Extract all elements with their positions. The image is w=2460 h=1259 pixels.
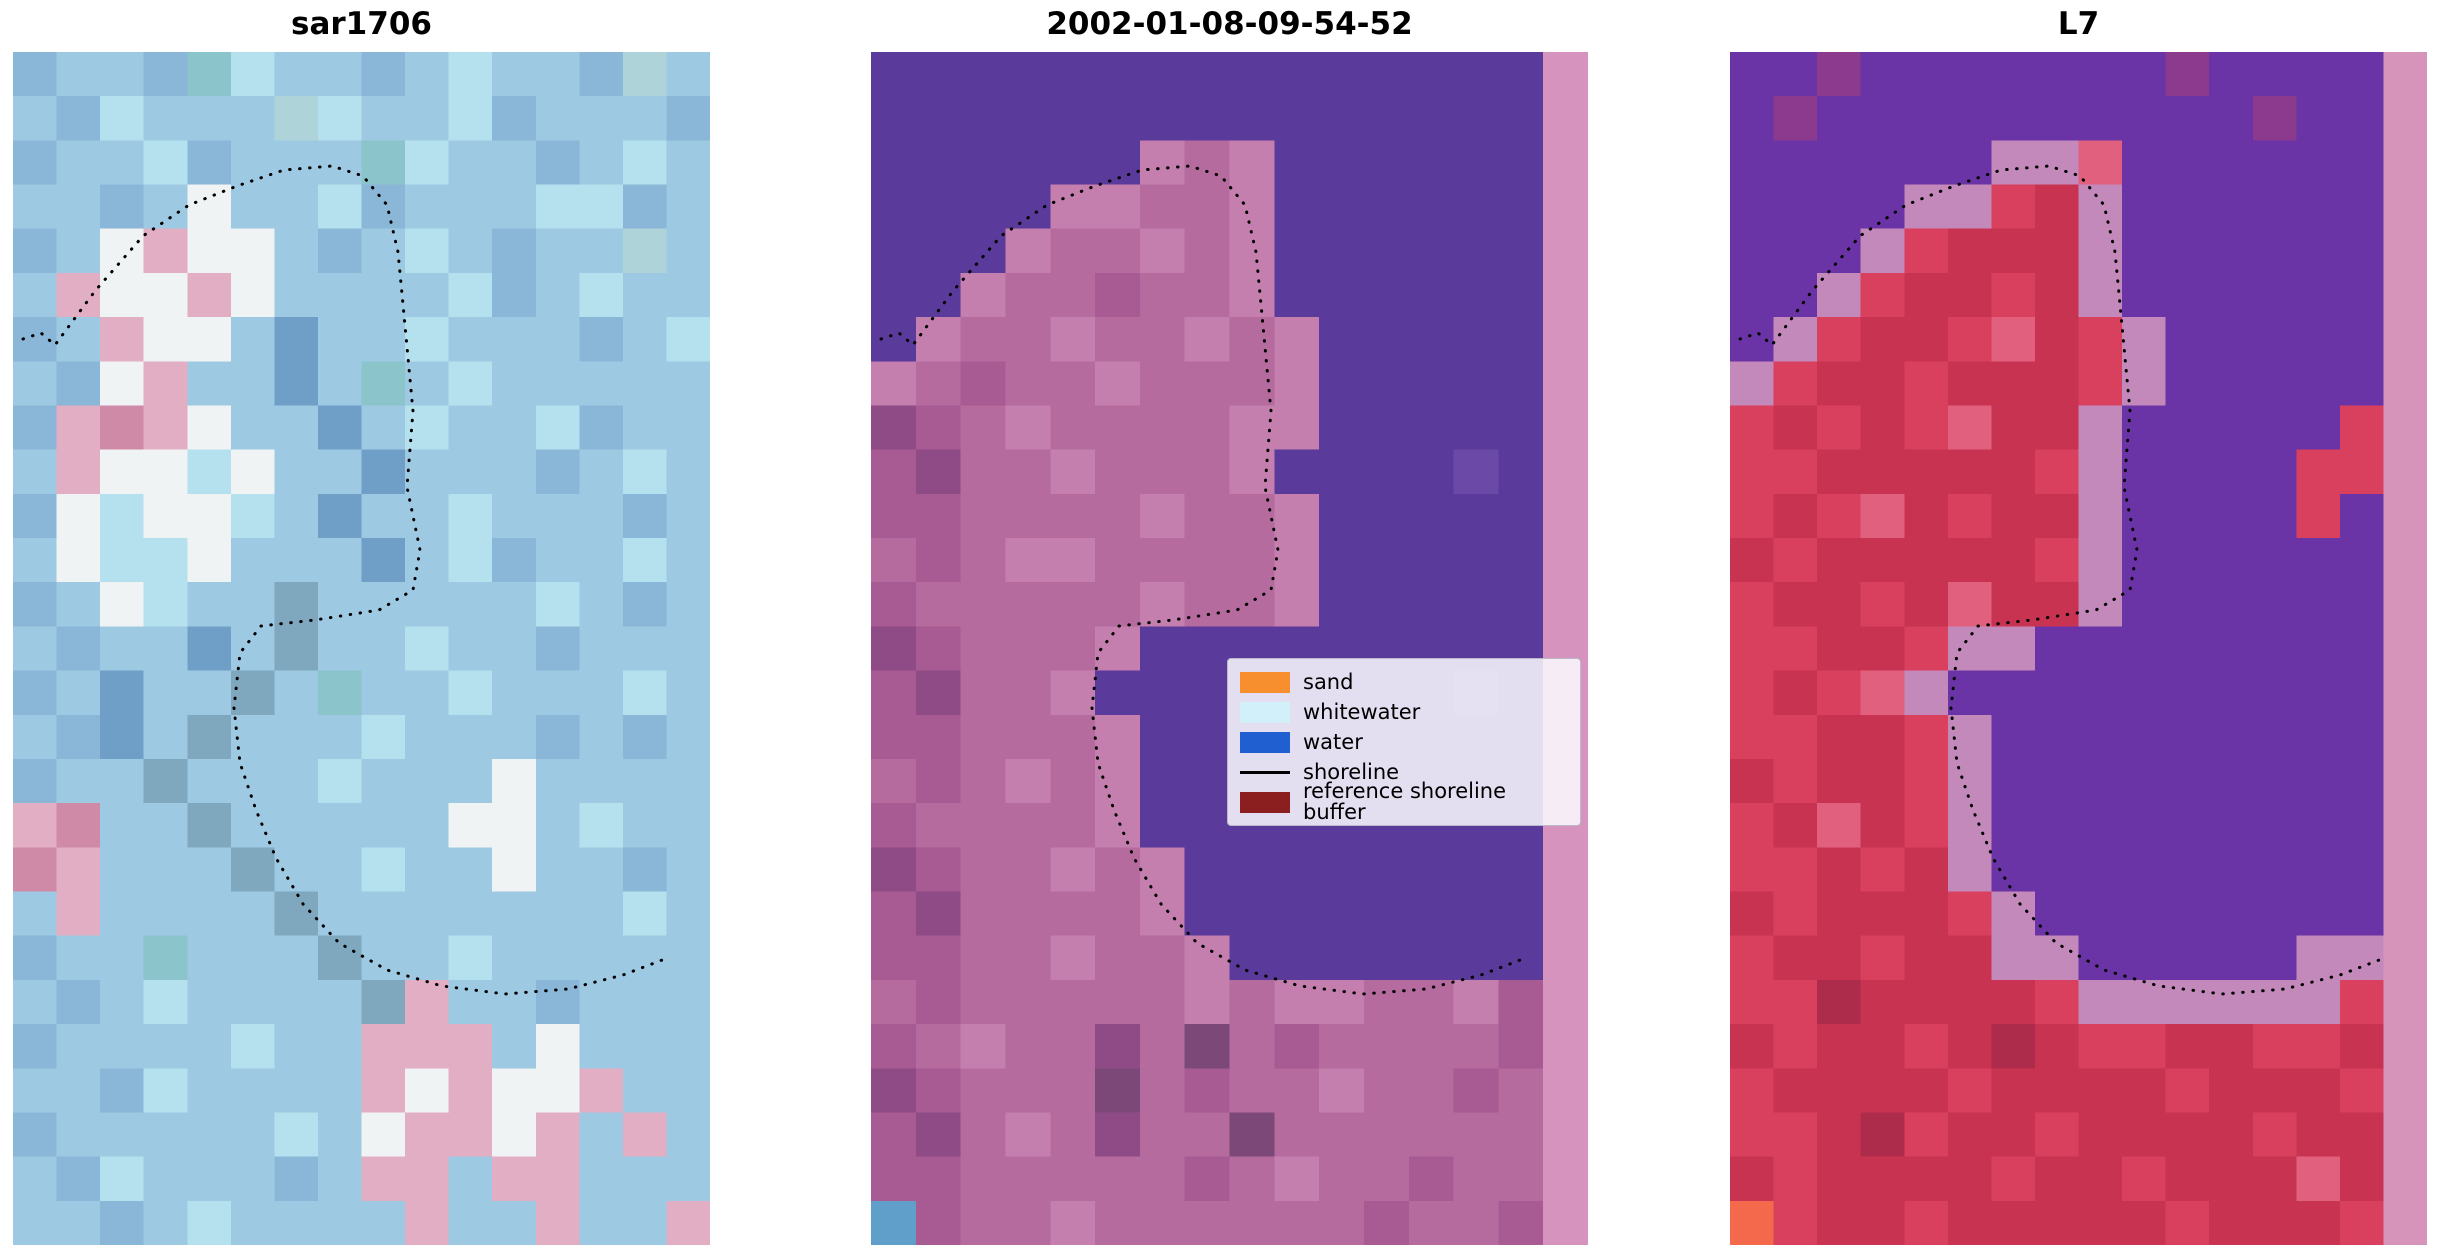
shoreline-overlay <box>1738 164 2389 996</box>
panel-sar1706: sar1706 <box>13 6 710 1245</box>
water-swatch <box>1240 731 1290 753</box>
reference-shoreline-buffer-swatch <box>1240 791 1290 813</box>
shoreline-overlay <box>21 164 672 996</box>
legend-label: sand <box>1303 669 1354 694</box>
legend-entry-whitewater: whitewater <box>1240 697 1568 727</box>
panel-l7: L7 <box>1730 6 2427 1245</box>
sar-image-canvas <box>13 52 710 1245</box>
legend-entry-shoreline: shoreline <box>1240 757 1568 787</box>
panel-title: sar1706 <box>291 6 432 42</box>
legend-entry-water: water <box>1240 727 1568 757</box>
legend-label: reference shoreline buffer <box>1303 779 1507 824</box>
l7-image-canvas <box>1730 52 2427 1245</box>
legend: sand whitewater water shoreline referenc… <box>1227 658 1581 826</box>
panel-2002-01-08-09-54-52: 2002-01-08-09-54-52 sand whitewater wate… <box>871 6 1588 1245</box>
classified-image-canvas <box>871 52 1588 1245</box>
sand-swatch <box>1240 671 1290 693</box>
shoreline-line-swatch <box>1240 770 1290 774</box>
panel-title: 2002-01-08-09-54-52 <box>1046 6 1413 42</box>
shoreline-overlay <box>879 164 1530 996</box>
legend-label: whitewater <box>1303 699 1421 724</box>
whitewater-swatch <box>1240 701 1290 723</box>
panel-title: L7 <box>2057 6 2100 42</box>
legend-label: shoreline <box>1303 759 1400 784</box>
legend-entry-reference-shoreline-buffer: reference shoreline buffer <box>1240 781 1568 823</box>
legend-label: water <box>1303 729 1363 754</box>
legend-entry-sand: sand <box>1240 667 1568 697</box>
